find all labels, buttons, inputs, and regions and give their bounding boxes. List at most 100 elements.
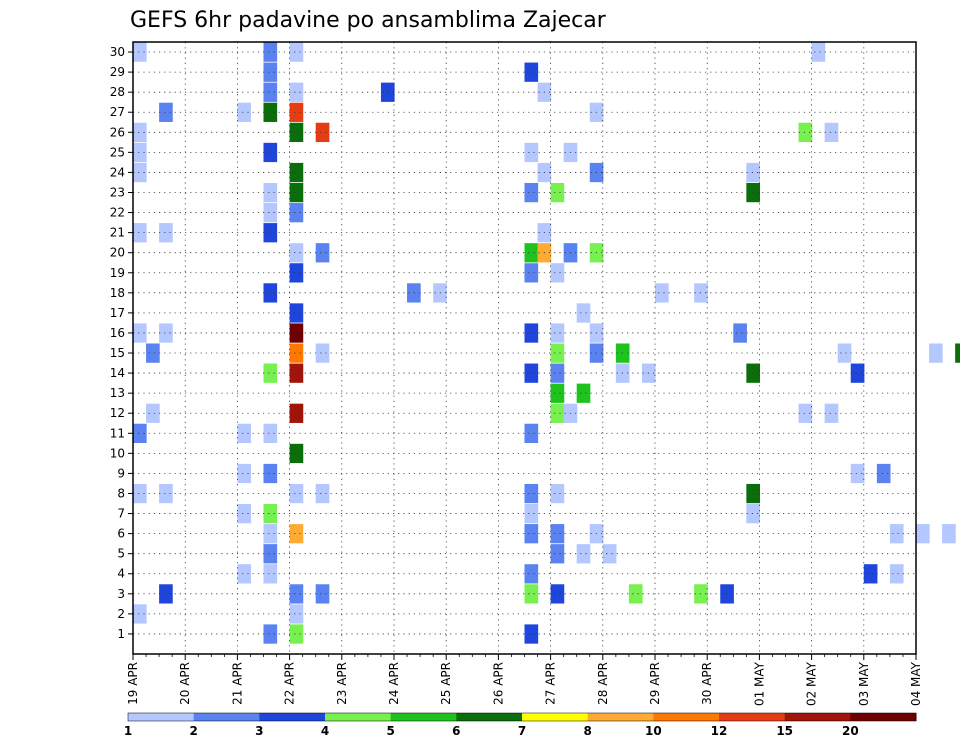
x-tick-label: 24 APR bbox=[387, 662, 401, 705]
legend-swatch bbox=[390, 713, 457, 721]
heatmap-cell bbox=[916, 524, 930, 544]
heatmap-cell bbox=[524, 524, 539, 544]
heatmap-cell bbox=[263, 423, 278, 444]
heatmap-cell bbox=[550, 584, 565, 604]
y-tick-label: 8 bbox=[117, 486, 125, 500]
legend-swatch bbox=[193, 713, 260, 721]
y-tick-label: 15 bbox=[110, 346, 125, 360]
heatmap-cell bbox=[876, 463, 891, 484]
heatmap-cell bbox=[263, 624, 278, 644]
heatmap-cell bbox=[289, 624, 304, 644]
x-tick-label: 29 APR bbox=[648, 662, 662, 705]
heatmap-cell bbox=[850, 463, 865, 484]
heatmap-cell bbox=[263, 142, 278, 163]
heatmap-cell bbox=[263, 62, 278, 82]
x-tick-label: 19 APR bbox=[126, 662, 140, 705]
y-tick-label: 27 bbox=[110, 105, 125, 119]
heatmap-cell bbox=[824, 403, 839, 423]
heatmap-cell bbox=[159, 323, 173, 343]
heatmap-cell bbox=[263, 182, 278, 203]
heatmap-cell bbox=[263, 283, 278, 303]
heatmap-cell bbox=[133, 223, 147, 243]
heatmap-cell bbox=[133, 142, 147, 163]
x-tick-label: 21 APR bbox=[230, 662, 244, 705]
heatmap-cell bbox=[289, 243, 304, 263]
heatmap-cell bbox=[146, 403, 160, 423]
heatmap-cell bbox=[263, 504, 278, 524]
x-tick-label: 28 APR bbox=[596, 662, 610, 705]
heatmap-cell bbox=[263, 363, 278, 383]
legend-label: 4 bbox=[321, 724, 329, 738]
heatmap-cell bbox=[159, 223, 173, 243]
heatmap-cell bbox=[746, 504, 760, 524]
heatmap-cell bbox=[263, 544, 278, 564]
heatmap-cell bbox=[811, 42, 826, 62]
y-tick-label: 22 bbox=[110, 206, 125, 220]
legend-label: 12 bbox=[711, 724, 728, 738]
x-tick-label: 01 MAY bbox=[752, 661, 766, 706]
heatmap-cell bbox=[550, 263, 565, 283]
heatmap-cell bbox=[289, 82, 304, 102]
heatmap-cell bbox=[380, 82, 395, 102]
heatmap-cell bbox=[942, 524, 956, 544]
x-tick-label: 30 APR bbox=[700, 662, 714, 705]
heatmap-cell bbox=[524, 564, 539, 584]
legend-label: 5 bbox=[386, 724, 394, 738]
heatmap-cell bbox=[289, 42, 304, 62]
heatmap-cell bbox=[524, 182, 539, 203]
legend-label: 10 bbox=[645, 724, 662, 738]
y-tick-label: 25 bbox=[110, 145, 125, 159]
y-tick-label: 17 bbox=[110, 306, 125, 320]
heatmap-cell bbox=[550, 483, 565, 504]
heatmap-cell bbox=[289, 483, 304, 504]
y-tick-label: 11 bbox=[110, 426, 125, 440]
legend-swatch bbox=[259, 713, 326, 721]
heatmap-cell bbox=[133, 423, 147, 444]
heatmap-cell bbox=[550, 524, 565, 544]
x-tick-label: 20 APR bbox=[178, 662, 192, 705]
y-tick-label: 10 bbox=[110, 446, 125, 460]
legend-label: 1 bbox=[124, 724, 132, 738]
x-tick-label: 26 APR bbox=[491, 662, 505, 705]
heatmap-cell bbox=[746, 363, 760, 383]
heatmap-cell bbox=[524, 263, 539, 283]
heatmap-cell bbox=[524, 584, 539, 604]
y-tick-label: 1 bbox=[117, 627, 125, 641]
heatmap-cell bbox=[550, 403, 565, 423]
legend-swatch bbox=[784, 713, 851, 721]
y-tick-label: 2 bbox=[117, 607, 125, 621]
heatmap-cell bbox=[524, 62, 539, 82]
legend-swatch bbox=[653, 713, 720, 721]
heatmap-cell bbox=[524, 323, 539, 343]
y-tick-label: 13 bbox=[110, 386, 125, 400]
y-tick-label: 18 bbox=[110, 286, 125, 300]
x-tick-label: 27 APR bbox=[544, 662, 558, 705]
heatmap-cell bbox=[824, 122, 839, 143]
y-tick-label: 24 bbox=[110, 165, 125, 179]
x-tick-label: 03 MAY bbox=[857, 661, 871, 706]
heatmap-cell bbox=[237, 102, 252, 122]
legend-swatch bbox=[128, 713, 195, 721]
heatmap-cell bbox=[289, 343, 304, 363]
y-tick-label: 30 bbox=[110, 45, 125, 59]
x-axis: 19 APR 20 APR 21 APR 22 APR 23 APR 24 APR 25 A… bbox=[126, 654, 923, 706]
heatmap-cell bbox=[289, 162, 304, 183]
heatmap-cell bbox=[746, 162, 760, 183]
heatmap-cell bbox=[576, 383, 591, 403]
y-tick-label: 14 bbox=[110, 366, 125, 380]
heatmap-cell bbox=[133, 483, 147, 504]
heatmap-cell bbox=[237, 504, 252, 524]
heatmap-cell bbox=[524, 243, 539, 263]
heatmap-cell bbox=[929, 343, 943, 363]
heatmap-cell bbox=[837, 343, 852, 363]
heatmap-cell bbox=[289, 263, 304, 283]
heatmap-cell bbox=[263, 42, 278, 62]
heatmap-cell bbox=[146, 343, 160, 363]
y-tick-label: 28 bbox=[110, 85, 125, 99]
heatmap-cell bbox=[576, 544, 591, 564]
heatmap-cell bbox=[315, 584, 330, 604]
x-tick-label: 25 APR bbox=[439, 662, 453, 705]
heatmap-cell bbox=[550, 182, 565, 203]
x-tick-label: 23 APR bbox=[335, 662, 349, 705]
